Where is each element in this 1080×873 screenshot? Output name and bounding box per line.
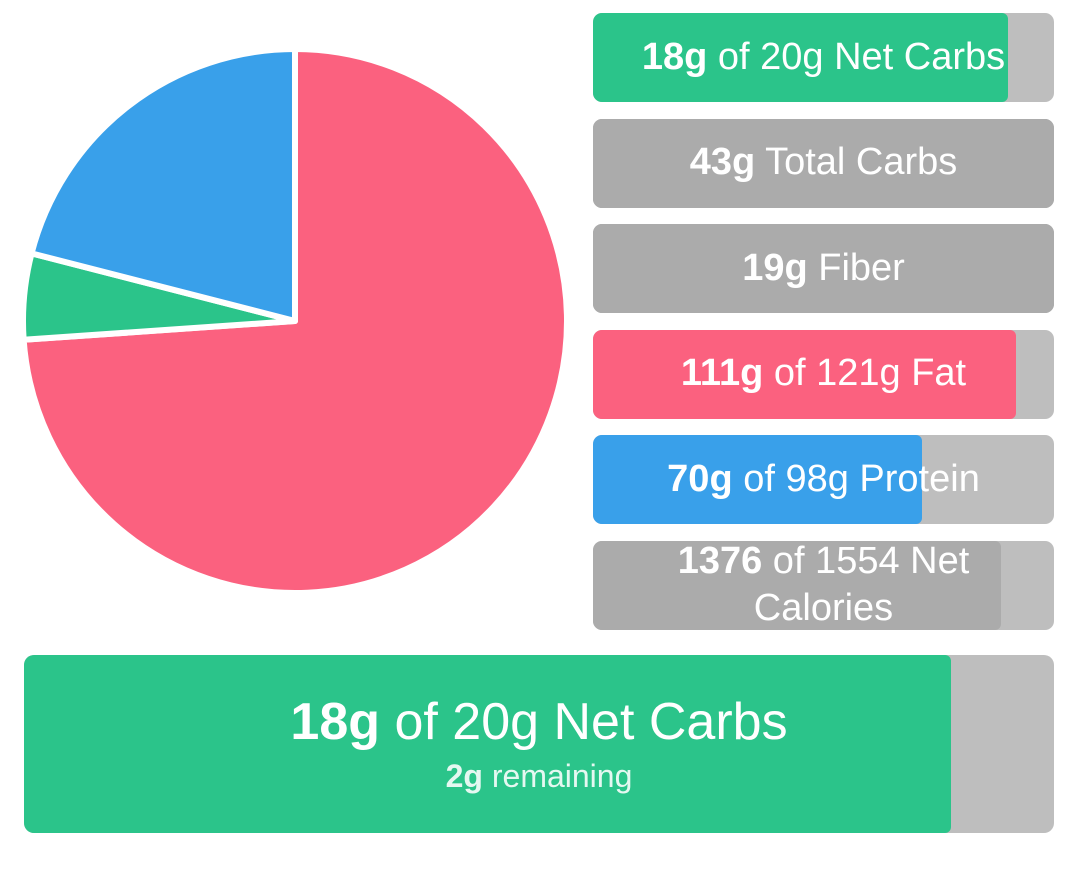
net-carbs-progress-label: 18g of 20g Net Carbs — [641, 35, 1006, 78]
total-carbs-label: 43g Total Carbs — [689, 141, 958, 184]
protein-progress-fill — [593, 435, 923, 524]
net-carbs-summary-title: 18g of 20g Net Carbs — [290, 692, 788, 751]
fiber-label: 19g Fiber — [742, 246, 905, 289]
fat-progress-bar[interactable]: 111g of 121g Fat — [593, 329, 1054, 419]
net-calories-progress-label: 1376 of 1554 Net Calories — [677, 540, 970, 630]
protein-progress-label: 70g of 98g Protein — [667, 457, 980, 500]
pie-slice-protein — [28, 46, 298, 324]
fiber-fill — [593, 224, 1054, 313]
net-carbs-summary-fill — [24, 655, 951, 833]
fiber-bar[interactable]: 19g Fiber — [593, 224, 1054, 313]
total-carbs-fill — [593, 118, 1054, 208]
macro-progress-list: 18g of 20g Net Carbs 43g Total Carbs 19g… — [593, 13, 1054, 630]
fat-progress-label: 111g of 121g Fat — [680, 352, 967, 395]
fat-progress-fill — [593, 329, 1016, 419]
net-calories-progress-fill — [593, 540, 1001, 630]
total-carbs-bar[interactable]: 43g Total Carbs — [593, 118, 1054, 208]
net-carbs-remaining-text: 2g remaining — [445, 757, 633, 794]
net-carbs-progress-fill — [593, 13, 1008, 102]
net-carbs-summary-bar[interactable]: 18g of 20g Net Carbs 2g remaining — [24, 655, 1054, 833]
macros-pie-chart — [20, 46, 570, 596]
protein-progress-bar[interactable]: 70g of 98g Protein — [593, 435, 1054, 524]
net-carbs-progress-bar[interactable]: 18g of 20g Net Carbs — [593, 13, 1054, 102]
net-calories-progress-bar[interactable]: 1376 of 1554 Net Calories — [593, 540, 1054, 630]
